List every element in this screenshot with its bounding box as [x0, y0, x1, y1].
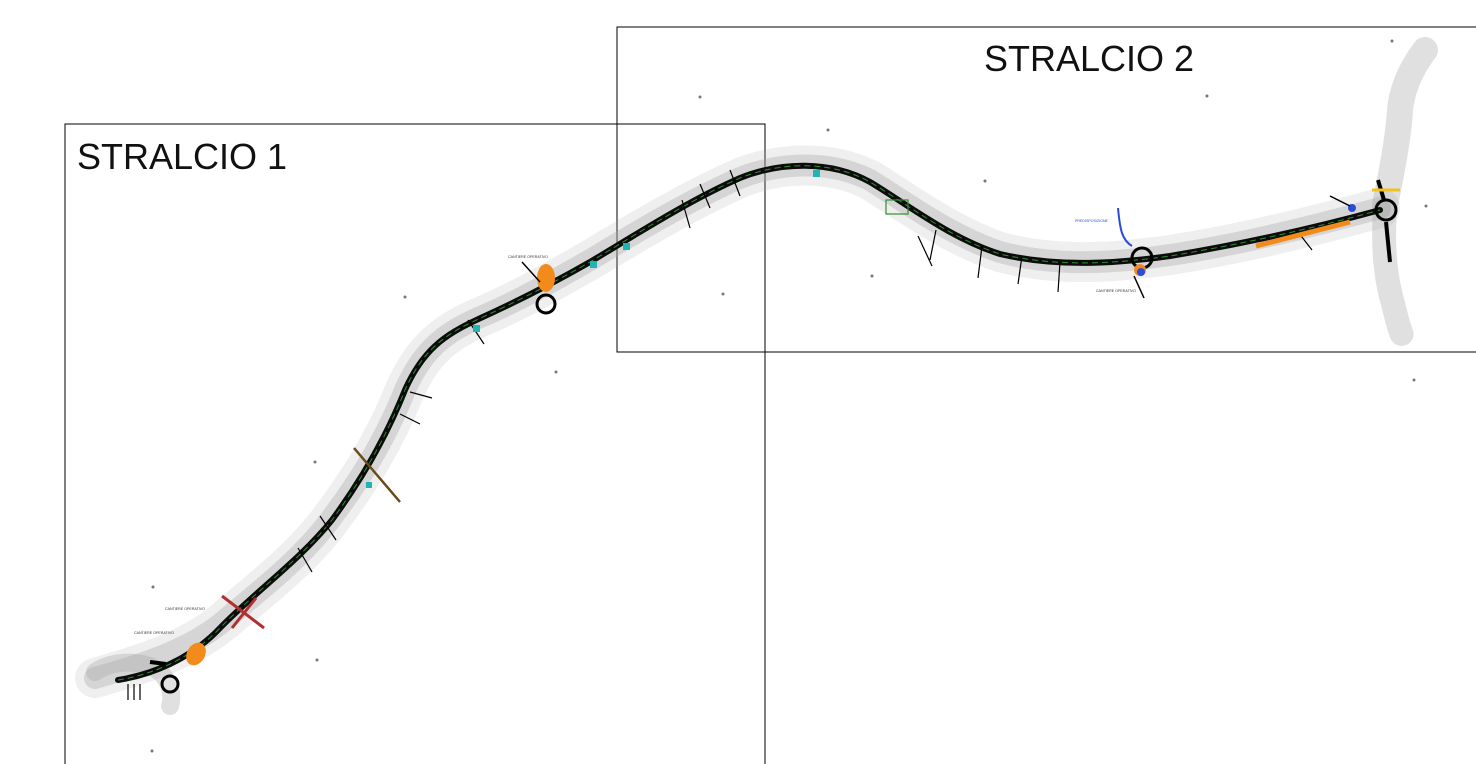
site-area-linear: [1255, 219, 1351, 249]
stralcio-2-frame: [616, 26, 1476, 353]
annotation-site-3: CANTIERE OPERATIVO: [508, 255, 548, 259]
site-area-1: [186, 642, 206, 666]
survey-points: [150, 39, 1428, 753]
site-area-2: [537, 264, 555, 292]
structures: [473, 170, 820, 332]
context-survey: [75, 37, 1438, 715]
context-north: [1372, 37, 1438, 218]
red-crossing: [221, 594, 265, 630]
structure-1: [366, 482, 372, 488]
junction-3: [1117, 207, 1154, 299]
stralcio-1-frame: [64, 123, 766, 764]
annotation-site-4: CANTIERE OPERATIVO: [1096, 289, 1136, 293]
junction-4: [1329, 179, 1400, 263]
annotation-site-2: CANTIERE OPERATIVO: [134, 631, 174, 635]
stralcio-1-label: STRALCIO 1: [77, 136, 287, 177]
cross-section-ticks: [297, 169, 1313, 573]
annotation-blue: PREDISPOSIZIONE: [1075, 219, 1109, 223]
context-south: [1372, 198, 1414, 347]
road-centerline: [117, 165, 1381, 681]
junction-1: [127, 642, 206, 700]
context-band-inner: [84, 154, 1391, 689]
stralcio-2-label: STRALCIO 2: [984, 38, 1194, 79]
work-area-mid: [885, 199, 909, 215]
annotation-site-1: CANTIERE OPERATIVO: [165, 607, 205, 611]
junction-2: [521, 261, 557, 315]
blue-connector: [1117, 207, 1133, 247]
crossing-mid: [353, 447, 401, 503]
